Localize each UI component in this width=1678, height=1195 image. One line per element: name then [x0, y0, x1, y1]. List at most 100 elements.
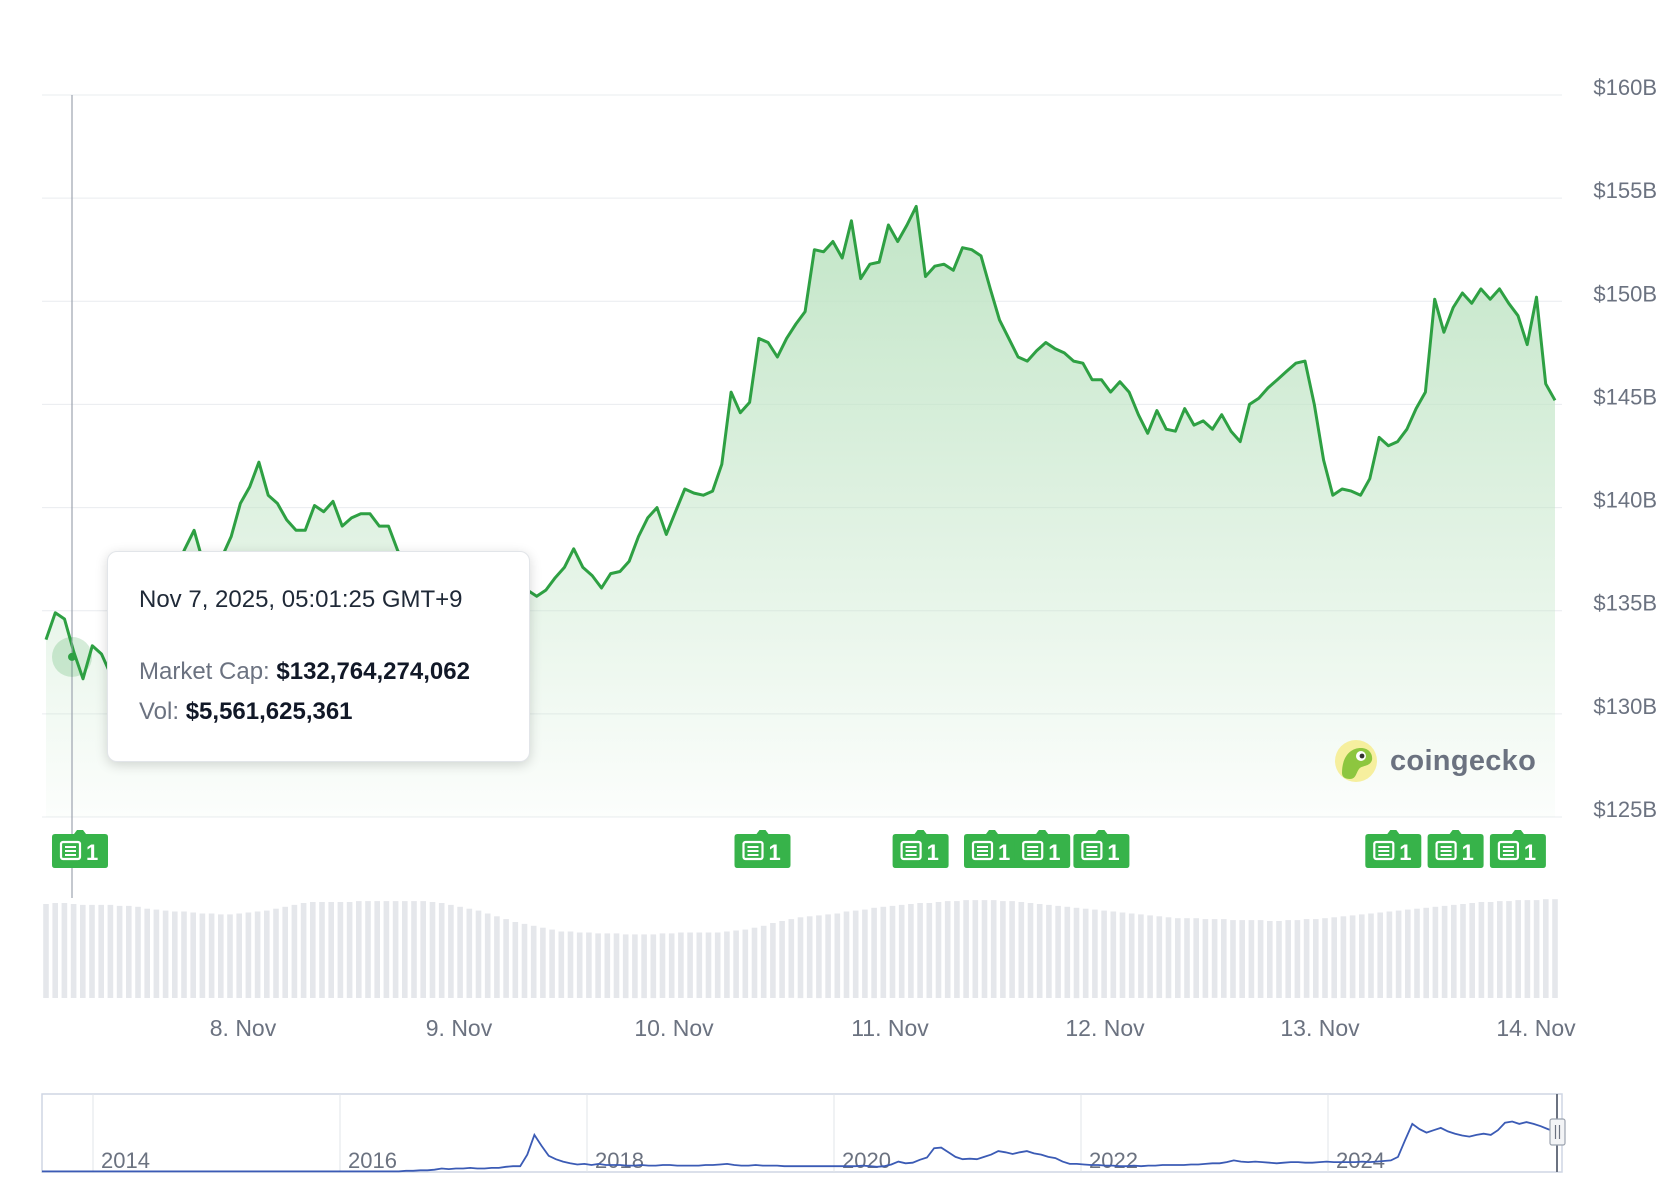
volume-bar: [1221, 919, 1227, 998]
tooltip-volume: Vol: $5,561,625,361: [139, 698, 529, 726]
volume-bar: [61, 903, 68, 998]
newspaper-icon: [971, 840, 994, 861]
y-tick-label: $130B: [1593, 694, 1657, 719]
volume-bar: [935, 902, 942, 998]
volume-bar: [374, 901, 380, 998]
volume-bar: [972, 900, 979, 998]
volume-bars: [43, 899, 1558, 999]
volume-bar: [245, 912, 252, 998]
volume-bar: [521, 923, 528, 998]
volume-bar: [1451, 904, 1457, 998]
volume-bar: [1211, 919, 1218, 998]
volume-bar: [1414, 908, 1420, 998]
volume-bar: [1322, 918, 1328, 998]
volume-bar: [1349, 915, 1356, 999]
volume-bar: [1395, 910, 1402, 998]
news-badge[interactable]: 1: [1427, 830, 1484, 868]
volume-bar: [1368, 913, 1374, 998]
volume-bar: [411, 901, 417, 998]
news-badge[interactable]: 1: [892, 830, 949, 868]
news-badge[interactable]: 1: [52, 830, 108, 868]
volume-bar: [273, 908, 279, 998]
volume-bar: [1082, 908, 1089, 998]
newspaper-icon: [1497, 840, 1520, 861]
volume-bar: [1515, 900, 1521, 998]
hover-point: [68, 652, 76, 661]
volume-bar: [291, 904, 298, 998]
volume-bar: [613, 933, 620, 998]
volume-bar: [162, 910, 169, 998]
volume-bar: [576, 932, 583, 998]
volume-bar: [549, 929, 555, 998]
volume-bar: [1487, 902, 1494, 998]
market-cap-line: [44, 204, 1557, 681]
volume-bar: [319, 902, 325, 998]
volume-bar: [632, 934, 638, 999]
volume-bar: [1184, 918, 1190, 998]
x-tick-label: 12. Nov: [1065, 1015, 1145, 1041]
tooltip-volume-value: $5,561,625,361: [185, 698, 353, 725]
hover-tooltip: Nov 7, 2025, 05:01:25 GMT+9 Market Cap: …: [107, 551, 530, 762]
range-handle-icon[interactable]: [1549, 1118, 1566, 1146]
volume-bar: [356, 901, 362, 998]
y-axis: $160B $155B $150B $145B $140B $135B $130B $125B: [1593, 75, 1657, 822]
newspaper-icon: [1081, 840, 1103, 861]
volume-bar: [806, 916, 813, 998]
volume-bar: [43, 904, 49, 998]
y-tick-label: $150B: [1593, 281, 1657, 306]
volume-bar: [1506, 901, 1512, 998]
news-badge[interactable]: 1: [1014, 830, 1071, 868]
range-navigator[interactable]: 2014 2016 2018 2020 2022 2024: [41, 1093, 1566, 1173]
volume-bar: [264, 910, 270, 998]
volume-bar: [1027, 903, 1034, 998]
news-badge[interactable]: 1: [964, 830, 1020, 868]
y-tick-label: $140B: [1593, 488, 1657, 513]
volume-bar: [1110, 911, 1117, 998]
volume-bar: [153, 909, 160, 998]
volume-bar: [181, 911, 187, 998]
volume-bar: [889, 905, 896, 998]
x-tick-label: 9. Nov: [426, 1015, 493, 1041]
volume-bar: [1313, 919, 1319, 998]
badge-count: 1: [927, 840, 939, 865]
y-tick-label: $160B: [1593, 75, 1657, 100]
volume-bar: [365, 901, 371, 998]
volume-bar: [1533, 900, 1540, 998]
volume-bar: [80, 904, 86, 998]
volume-bar: [457, 906, 463, 998]
volume-bar: [733, 930, 739, 998]
newspaper-icon: [1022, 840, 1044, 861]
badge-count: 1: [1048, 840, 1060, 865]
volume-bar: [484, 913, 491, 998]
volume-bar: [816, 915, 822, 999]
volume-bar: [346, 902, 353, 998]
volume-bar: [1064, 906, 1071, 998]
volume-bar: [714, 932, 721, 998]
volume-bar: [1285, 920, 1291, 998]
volume-bar: [797, 917, 804, 999]
badge-count: 1: [1399, 840, 1411, 865]
volume-bar: [1138, 914, 1144, 998]
volume-bar: [1267, 921, 1273, 998]
volume-bar: [1543, 899, 1549, 998]
volume-bar: [52, 903, 58, 998]
volume-bar: [852, 910, 859, 998]
volume-bar: [1303, 919, 1310, 998]
volume-bar: [1000, 901, 1006, 998]
volume-bar: [1193, 918, 1199, 998]
news-badge[interactable]: 1: [1073, 830, 1130, 868]
volume-bar: [898, 904, 905, 998]
news-badges[interactable]: 1 1 1 1 1 1 1 1 1: [52, 830, 1546, 868]
volume-bar: [1294, 920, 1301, 998]
volume-bar: [595, 933, 601, 998]
tooltip-market-cap: Market Cap: $132,764,274,062: [139, 658, 529, 686]
tooltip-market-cap-label: Market Cap:: [139, 658, 277, 685]
volume-bar: [1248, 920, 1255, 998]
news-badge[interactable]: 1: [734, 830, 791, 868]
news-badge[interactable]: 1: [1365, 830, 1422, 868]
volume-bar: [1046, 904, 1052, 998]
news-badge[interactable]: 1: [1489, 830, 1546, 868]
navigator-frame: [41, 1093, 1563, 1173]
volume-bar: [908, 904, 914, 998]
volume-bar: [429, 902, 436, 998]
